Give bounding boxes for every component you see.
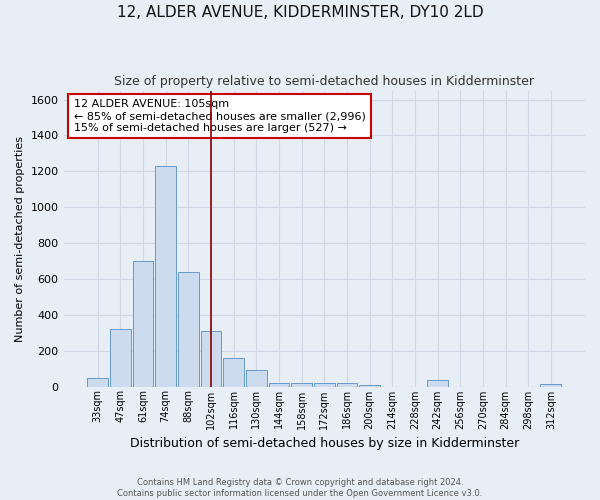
Bar xyxy=(427,380,448,386)
Bar xyxy=(87,378,108,386)
X-axis label: Distribution of semi-detached houses by size in Kidderminster: Distribution of semi-detached houses by … xyxy=(130,437,519,450)
Bar xyxy=(291,383,312,386)
Text: 12 ALDER AVENUE: 105sqm
← 85% of semi-detached houses are smaller (2,996)
15% of: 12 ALDER AVENUE: 105sqm ← 85% of semi-de… xyxy=(74,100,366,132)
Title: Size of property relative to semi-detached houses in Kidderminster: Size of property relative to semi-detach… xyxy=(114,75,534,88)
Text: Contains HM Land Registry data © Crown copyright and database right 2024.
Contai: Contains HM Land Registry data © Crown c… xyxy=(118,478,482,498)
Bar xyxy=(337,383,358,386)
Bar xyxy=(200,331,221,386)
Bar xyxy=(178,272,199,386)
Bar xyxy=(269,383,289,386)
Bar xyxy=(155,166,176,386)
Bar xyxy=(541,384,561,386)
Bar xyxy=(133,261,154,386)
Bar xyxy=(110,329,131,386)
Bar xyxy=(223,358,244,386)
Text: 12, ALDER AVENUE, KIDDERMINSTER, DY10 2LD: 12, ALDER AVENUE, KIDDERMINSTER, DY10 2L… xyxy=(116,5,484,20)
Bar xyxy=(246,370,267,386)
Bar xyxy=(314,383,335,386)
Y-axis label: Number of semi-detached properties: Number of semi-detached properties xyxy=(15,136,25,342)
Bar xyxy=(359,384,380,386)
